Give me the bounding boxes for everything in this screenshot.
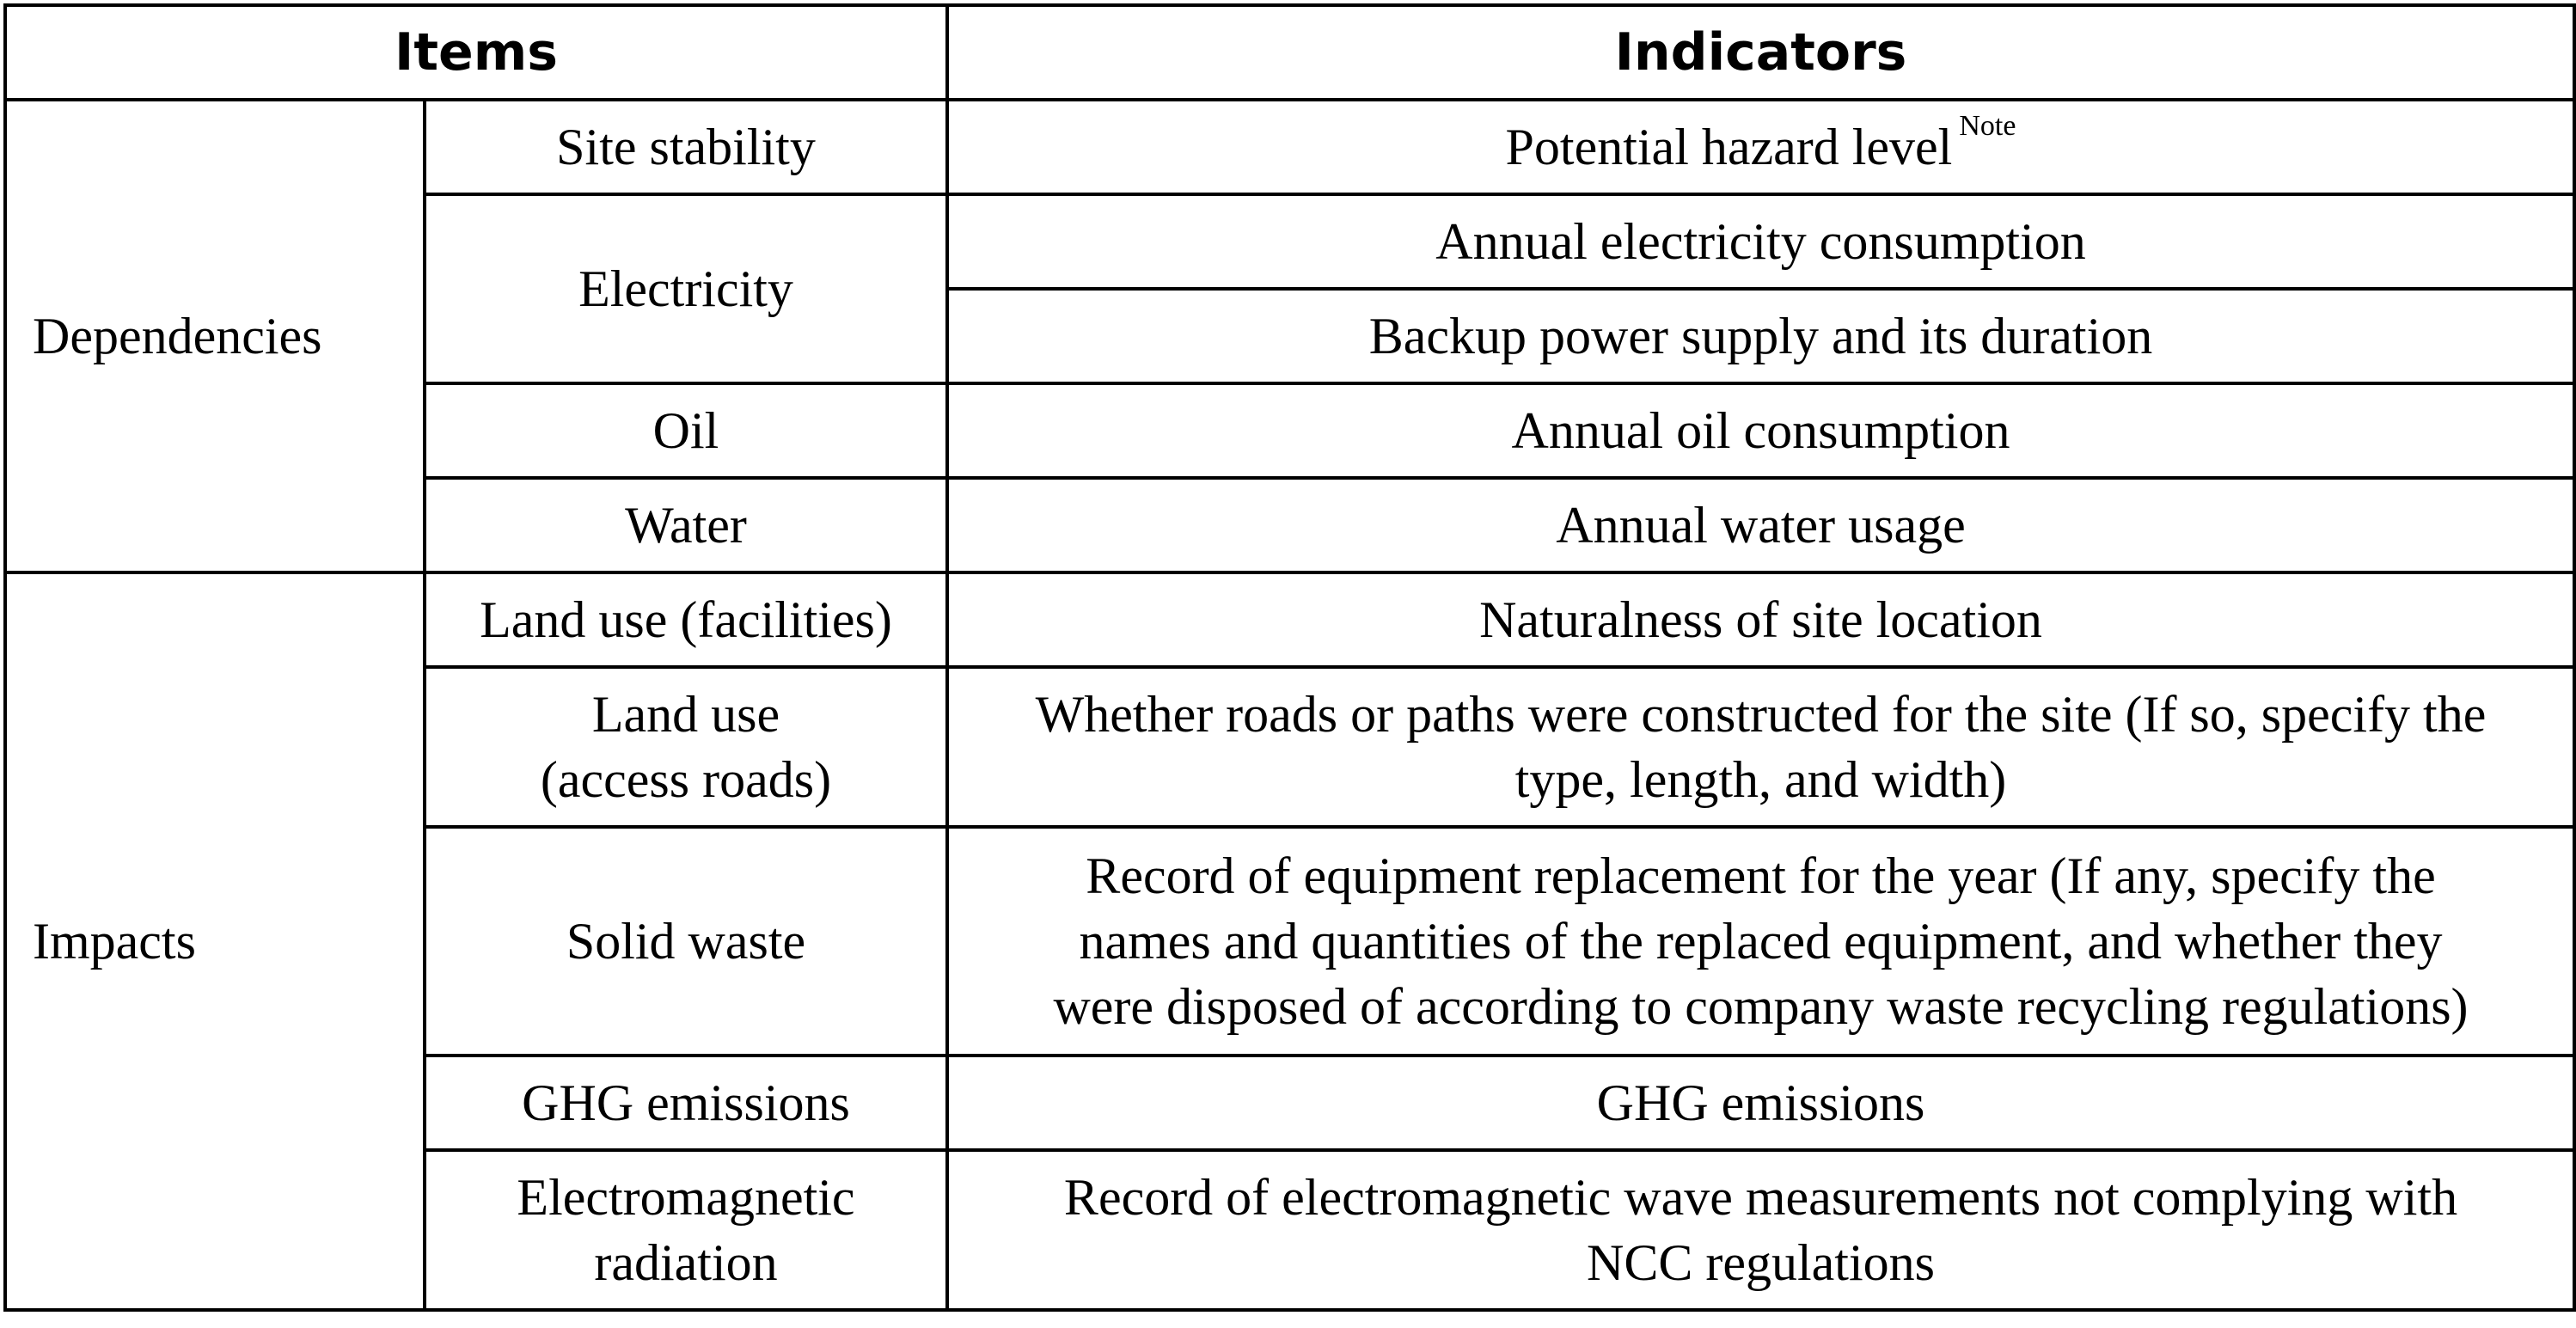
item-cell: GHG emissions	[423, 1054, 949, 1152]
table-row: Dependencies Site stability Potential ha…	[3, 98, 2576, 574]
indicator-cell: Potential hazard level Note	[945, 98, 2576, 196]
indicator-cell: Backup power supply and its duration	[945, 287, 2576, 385]
item-cell: Solid waste	[423, 825, 949, 1057]
indicator-cell: Annual water usage	[945, 476, 2576, 574]
item-cell: Land use (access roads)	[423, 665, 949, 829]
item-cell: Oil	[423, 382, 949, 480]
indicator-cell: Annual oil consumption	[945, 382, 2576, 480]
indicator-cell: Annual electricity consumption	[945, 193, 2576, 291]
header-items: Items	[3, 3, 949, 101]
indicator-cell: Record of equipment replacement for the …	[945, 825, 2576, 1057]
table-header-row: Items Indicators	[3, 3, 2576, 101]
table-row: Electricity Annual electricity consumpti…	[5, 193, 2576, 385]
item-cell: Electricity	[423, 193, 949, 385]
indicator-text: Potential hazard level	[1505, 119, 1953, 175]
item-cell: Electromagnetic radiation	[423, 1148, 949, 1312]
item-cell: Land use (facilities)	[423, 571, 949, 669]
table-row: Solid waste Record of equipment replacem…	[5, 825, 2576, 1057]
table-row: Oil Annual oil consumption	[5, 382, 2576, 480]
item-cell: Water	[423, 476, 949, 574]
group-dependencies: Dependencies	[3, 98, 426, 574]
indicator-cell: Naturalness of site location	[945, 571, 2576, 669]
table-row: GHG emissions GHG emissions	[5, 1054, 2576, 1152]
indicator-cell: Whether roads or paths were constructed …	[945, 665, 2576, 829]
table-row: Land use (access roads) Whether roads or…	[5, 665, 2576, 829]
indicator-cell: Record of electromagnetic wave measureme…	[945, 1148, 2576, 1312]
table-row: Electromagnetic radiation Record of elec…	[5, 1148, 2576, 1312]
table-row: Impacts Land use (facilities) Naturalnes…	[3, 571, 2576, 1312]
table-row: Backup power supply and its duration	[5, 287, 2576, 385]
note-superscript: Note	[1959, 110, 2016, 142]
indicator-cell: GHG emissions	[945, 1054, 2576, 1152]
table-row: Water Annual water usage	[5, 476, 2576, 574]
indicators-table: Items Indicators Dependencies Site stabi…	[3, 3, 2576, 1312]
item-cell: Site stability	[423, 98, 949, 196]
group-impacts: Impacts	[3, 571, 426, 1312]
header-indicators: Indicators	[945, 3, 2576, 101]
